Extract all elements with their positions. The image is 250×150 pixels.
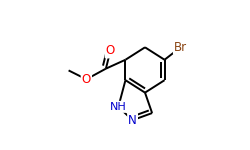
Text: O: O: [82, 73, 91, 86]
Text: N: N: [128, 114, 137, 127]
Text: O: O: [106, 44, 115, 57]
Text: NH: NH: [110, 102, 127, 112]
Text: Br: Br: [174, 41, 187, 54]
